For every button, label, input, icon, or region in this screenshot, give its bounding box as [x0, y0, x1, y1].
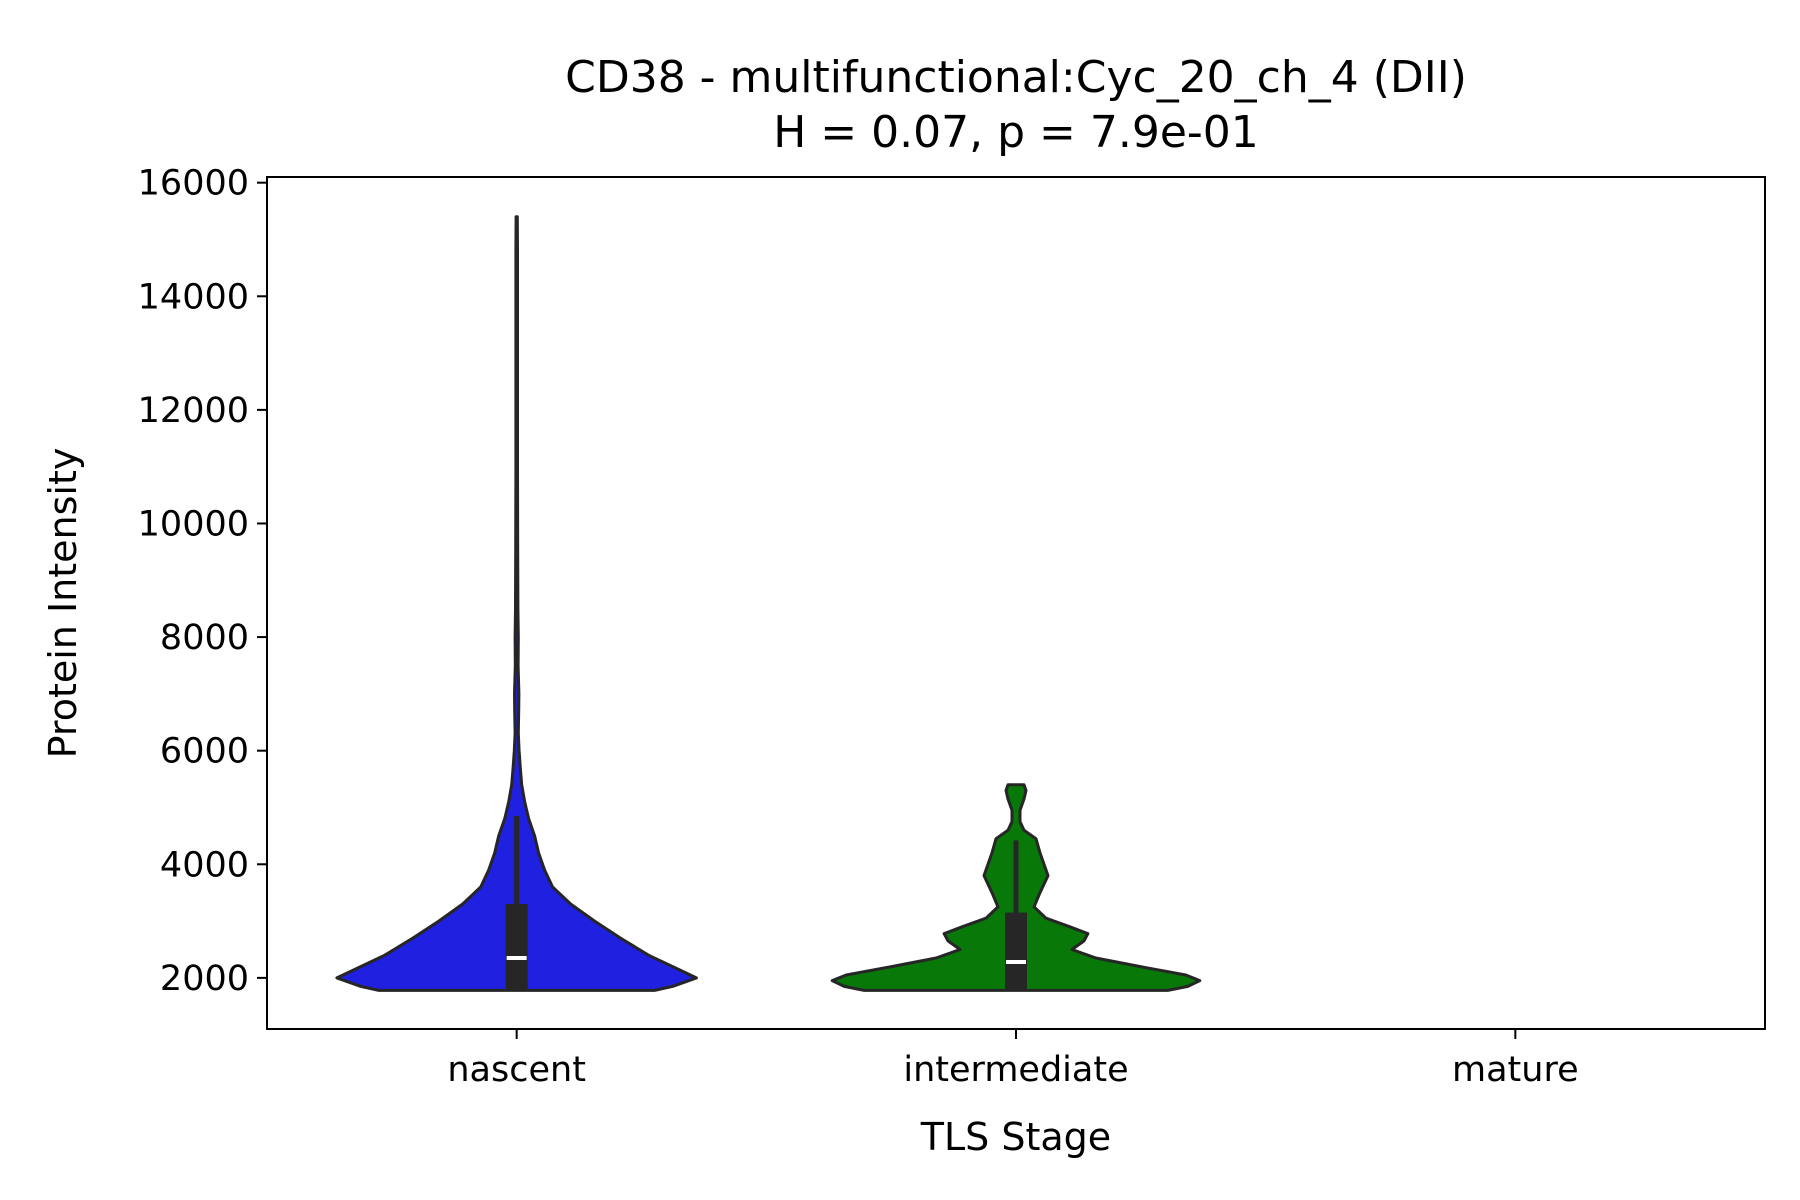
violin-body-nascent [335, 215, 698, 992]
x-tick-label: intermediate [903, 1050, 1128, 1090]
x-axis: nascent intermediate mature [447, 1029, 1579, 1090]
violin-iqr-box-nascent [505, 904, 528, 991]
y-tick-label: 4000 [160, 845, 249, 885]
y-tick-label: 16000 [138, 164, 249, 204]
y-tick-label: 14000 [138, 277, 249, 317]
y-tick-label: 8000 [160, 618, 249, 658]
x-tick-label: nascent [447, 1050, 586, 1090]
y-tick-label: 12000 [138, 391, 249, 431]
violin-layer [335, 215, 1202, 992]
violin-iqr-box-intermediate [1005, 912, 1027, 991]
chart-subtitle: H = 0.07, p = 7.9e-01 [773, 107, 1259, 158]
x-axis-label: TLS Stage [920, 1115, 1111, 1159]
y-tick-label: 6000 [160, 732, 249, 772]
y-tick-label: 10000 [138, 504, 249, 544]
x-tick-label: mature [1452, 1050, 1579, 1090]
y-axis-label: Protein Intensity [41, 448, 85, 759]
y-axis: 2000 4000 6000 8000 10000 12000 14000 16000 [138, 164, 267, 999]
y-tick-label: 2000 [160, 959, 249, 999]
chart-title: CD38 - multifunctional:Cyc_20_ch_4 (DII) [565, 52, 1467, 103]
